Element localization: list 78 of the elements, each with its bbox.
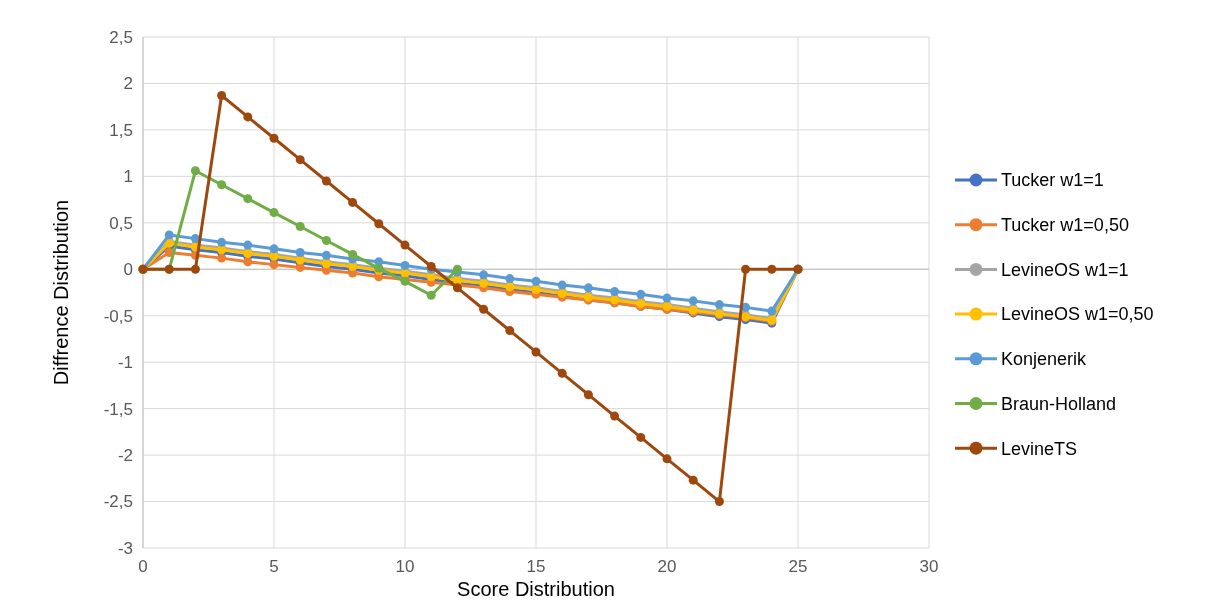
point — [636, 289, 646, 299]
x-tick-label: 5 — [269, 556, 279, 576]
point — [321, 250, 331, 260]
x-tick-label: 20 — [657, 556, 677, 576]
point — [662, 293, 672, 303]
point — [243, 194, 253, 204]
point — [557, 368, 567, 378]
x-tick-label: 25 — [788, 556, 808, 576]
x-tick-label: 15 — [526, 556, 546, 576]
point — [164, 230, 174, 240]
x-tick-label: 0 — [138, 556, 148, 576]
point — [479, 270, 489, 280]
point — [295, 248, 305, 258]
point — [243, 112, 253, 122]
point — [714, 497, 724, 507]
point — [269, 208, 279, 218]
point — [767, 306, 777, 316]
y-tick-label: 2 — [123, 74, 133, 94]
point — [243, 257, 253, 267]
point — [295, 222, 305, 232]
y-tick-label: -2,5 — [103, 492, 133, 512]
y-tick-label: -1 — [117, 353, 133, 373]
point — [741, 264, 751, 274]
y-tick-label: -1,5 — [103, 399, 133, 419]
point — [610, 411, 620, 421]
point — [688, 296, 698, 306]
point — [531, 347, 541, 357]
x-axis-title: Score Distribution — [457, 578, 615, 600]
y-tick-label: 0,5 — [109, 213, 133, 233]
legend-label: LevineOS w1=1 — [1001, 259, 1129, 280]
point — [374, 219, 384, 229]
point — [583, 390, 593, 400]
point — [217, 237, 227, 247]
y-tick-label: -0,5 — [103, 306, 133, 326]
point — [295, 155, 305, 165]
legend-label: Konjenerik — [1001, 349, 1088, 370]
point — [190, 166, 200, 176]
y-tick-label: 1 — [123, 167, 133, 187]
point — [505, 274, 515, 284]
y-tick-label: 0 — [123, 260, 133, 280]
point — [243, 240, 253, 250]
y-tick-label: -3 — [117, 538, 133, 558]
y-axis-title: Diffrence Distribution — [50, 199, 72, 386]
point — [610, 287, 620, 297]
point — [531, 276, 541, 286]
point — [688, 475, 698, 485]
legend-label: Tucker w1=0,50 — [1001, 215, 1129, 235]
point — [217, 253, 227, 263]
x-tick-label: 30 — [919, 556, 939, 576]
legend-label: Braun-Holland — [1001, 393, 1117, 414]
legend-label: LevineOS w1=0,50 — [1001, 304, 1154, 325]
point — [321, 176, 331, 186]
point — [400, 261, 410, 271]
point — [636, 432, 646, 442]
point — [583, 283, 593, 293]
point — [217, 91, 227, 101]
point — [426, 290, 436, 300]
point — [321, 235, 331, 245]
y-tick-label: 1,5 — [109, 120, 133, 140]
point — [767, 264, 777, 274]
legend-label: LevineTS — [1001, 438, 1078, 459]
point — [557, 280, 567, 290]
point — [400, 240, 410, 250]
point — [662, 454, 672, 464]
point — [479, 304, 489, 314]
point — [505, 326, 515, 336]
point — [269, 244, 279, 254]
point — [217, 180, 227, 190]
x-tick-label: 10 — [395, 556, 415, 576]
legend-label: Tucker w1=1 — [1001, 170, 1104, 191]
point — [190, 264, 200, 274]
point — [348, 249, 358, 259]
y-tick-label: -2 — [117, 446, 133, 466]
point — [714, 300, 724, 310]
y-tick-label: 2,5 — [109, 27, 133, 47]
point — [190, 234, 200, 244]
point — [348, 197, 358, 207]
point — [269, 133, 279, 143]
